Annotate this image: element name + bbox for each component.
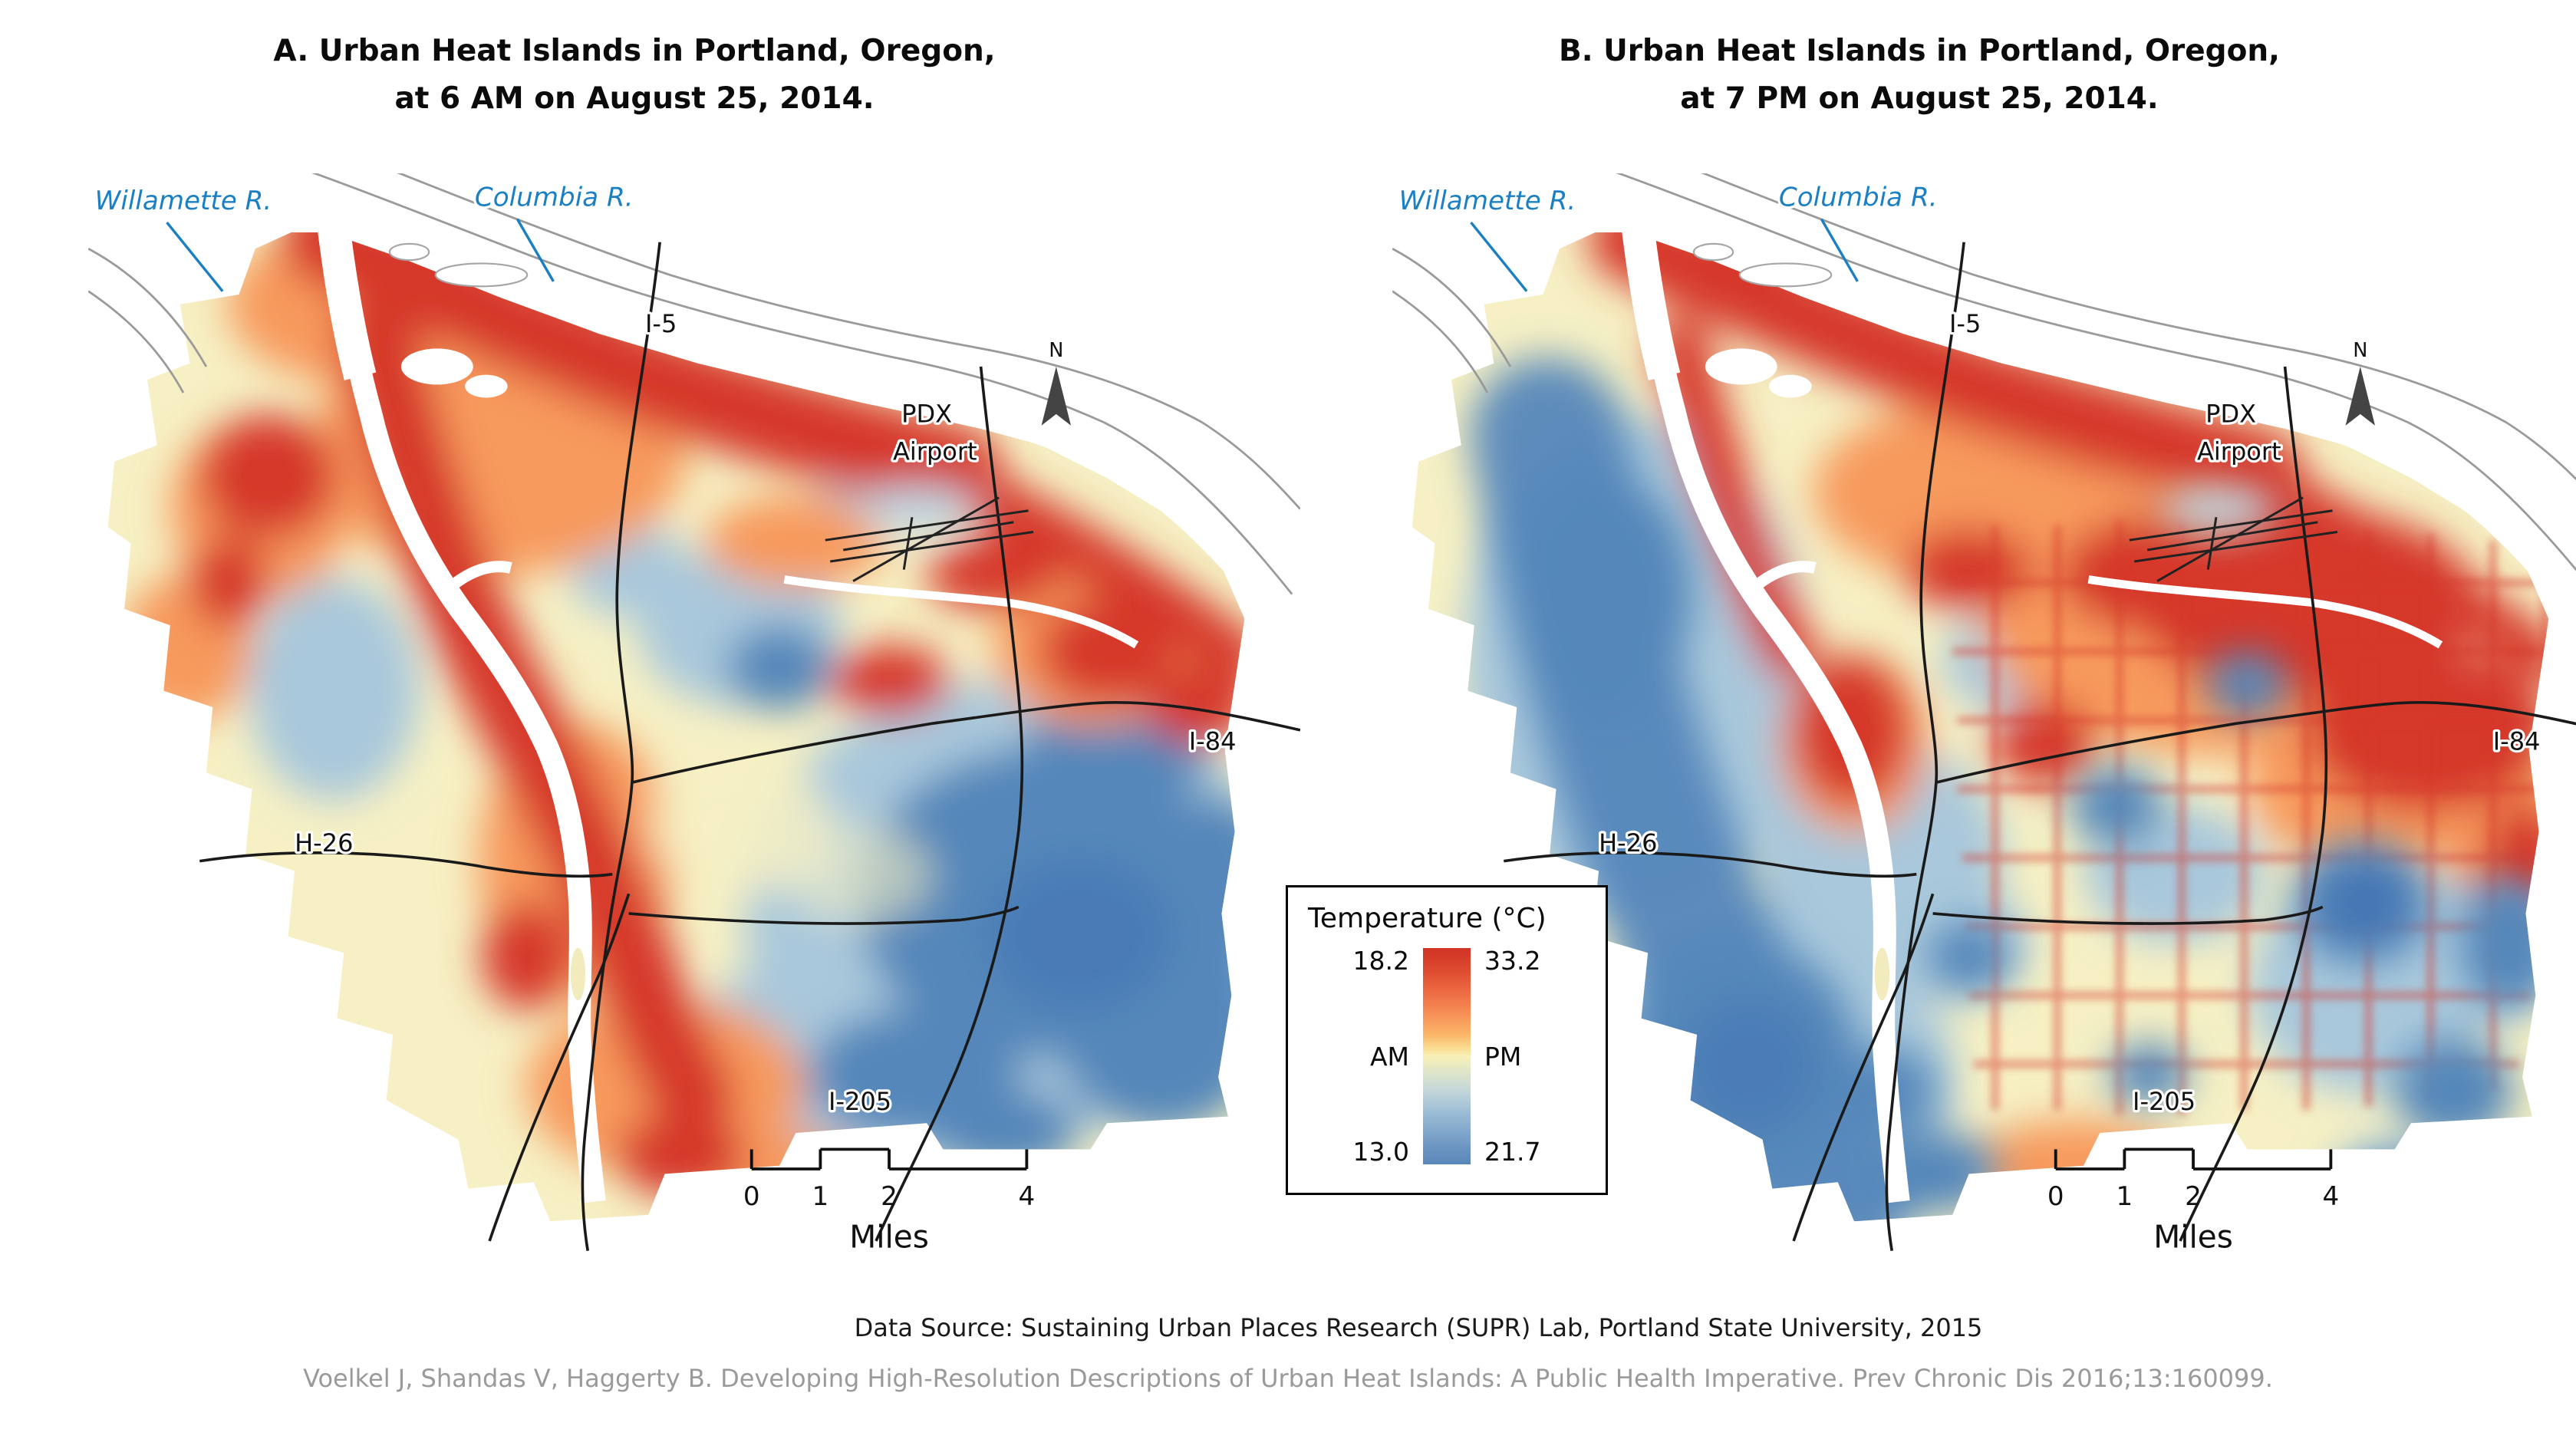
map-a-6am [88,173,1300,1254]
data-source-line: Data Source: Sustaining Urban Places Res… [854,1313,1983,1342]
legend-am-min: 13.0 [1352,1137,1409,1167]
panel-b-title: B. Urban Heat Islands in Portland, Orego… [1402,28,2437,123]
panel-a-title-line2: at 6 AM on August 25, 2014. [394,81,875,117]
panel-a-title-line1: A. Urban Heat Islands in Portland, Orego… [273,34,996,68]
legend-am-column: 18.2 AM 13.0 [1349,948,1409,1164]
map-b-7pm [1392,173,2576,1254]
legend-pm-min: 21.7 [1484,1137,1541,1167]
panel-a-title: A. Urban Heat Islands in Portland, Orego… [117,28,1152,123]
legend-pm-column: 33.2 PM 21.7 [1484,948,1544,1164]
legend-gradient-bar [1423,948,1471,1164]
temperature-legend: Temperature (°C) 18.2 AM 13.0 33.2 PM 21… [1286,885,1608,1195]
citation-line: Voelkel J, Shandas V, Haggerty B. Develo… [303,1364,2273,1393]
panel-b-title-line1: B. Urban Heat Islands in Portland, Orego… [1559,34,2280,68]
panel-b-title-line2: at 7 PM on August 25, 2014. [1680,81,2159,117]
legend-title: Temperature (°C) [1308,903,1547,934]
am-airport-cool-patch [853,486,978,532]
legend-pm-max: 33.2 [1484,946,1541,976]
legend-body: 18.2 AM 13.0 33.2 PM 21.7 [1308,948,1586,1164]
legend-pm-label: PM [1484,1041,1522,1072]
pm-heat-street-grid [1952,520,2549,1115]
legend-am-max: 18.2 [1352,946,1409,976]
pm-airport-cool-patch [2160,486,2279,532]
legend-am-label: AM [1369,1041,1409,1072]
